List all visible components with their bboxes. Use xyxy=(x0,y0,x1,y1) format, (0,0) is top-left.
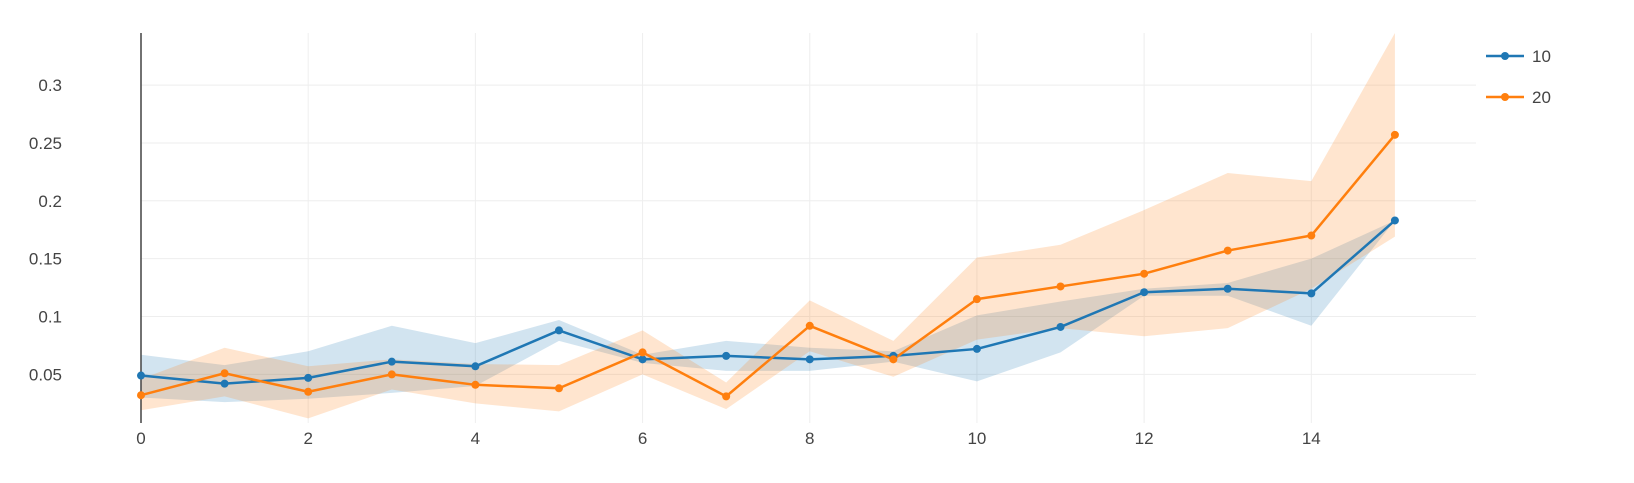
confidence-bands xyxy=(141,33,1395,419)
x-tick-label: 8 xyxy=(805,429,814,448)
x-tick-label: 10 xyxy=(967,429,986,448)
legend-swatch-marker xyxy=(1501,93,1509,101)
data-point-series-20 xyxy=(1140,269,1149,278)
data-point-series-20 xyxy=(1390,130,1399,139)
data-point-series-10 xyxy=(972,344,981,353)
data-point-series-10 xyxy=(638,355,647,364)
data-point-series-10 xyxy=(1056,322,1065,331)
confidence-band-series-10 xyxy=(141,220,1395,403)
data-point-series-10 xyxy=(137,371,145,380)
data-point-series-20 xyxy=(972,295,981,304)
legend-item-10[interactable]: 10 xyxy=(1486,47,1551,66)
tick-labels: 0.05 0.1 0.15 0.2 0.25 0.3 0 2 4 6 8 10 12 14 xyxy=(29,76,1321,448)
data-point-series-10 xyxy=(220,379,229,388)
data-point-series-20 xyxy=(137,391,145,400)
y-tick-label: 0.05 xyxy=(29,365,62,384)
y-tick-label: 0.25 xyxy=(29,134,62,153)
data-point-series-20 xyxy=(1307,231,1316,240)
data-point-series-10 xyxy=(387,357,396,366)
data-point-series-20 xyxy=(722,392,731,401)
legend-swatch-marker xyxy=(1501,52,1509,60)
data-point-series-20 xyxy=(387,370,396,379)
data-point-series-10 xyxy=(1307,289,1316,298)
confidence-band-series-20 xyxy=(141,33,1395,419)
legend-label: 20 xyxy=(1532,88,1551,107)
legend-item-20[interactable]: 20 xyxy=(1486,88,1551,107)
data-point-series-20 xyxy=(638,348,647,357)
legend[interactable]: 10 20 xyxy=(1486,47,1551,107)
y-tick-label: 0.3 xyxy=(38,76,62,95)
data-point-series-10 xyxy=(805,355,814,364)
x-tick-label: 6 xyxy=(638,429,647,448)
legend-label: 10 xyxy=(1532,47,1551,66)
data-point-series-20 xyxy=(1223,246,1232,255)
data-point-series-20 xyxy=(220,369,229,378)
y-tick-label: 0.15 xyxy=(29,250,62,269)
series-lines xyxy=(137,130,1399,401)
data-point-series-10 xyxy=(304,373,313,382)
data-point-series-10 xyxy=(554,326,563,335)
x-tick-label: 4 xyxy=(471,429,480,448)
data-point-series-10 xyxy=(1140,288,1149,297)
data-point-series-20 xyxy=(805,321,814,330)
data-point-series-20 xyxy=(304,387,313,396)
data-point-series-20 xyxy=(554,384,563,393)
data-point-series-20 xyxy=(471,380,480,389)
data-point-series-10 xyxy=(1223,284,1232,293)
grid-layer xyxy=(141,33,1476,423)
x-tick-label: 14 xyxy=(1302,429,1321,448)
series-line-10 xyxy=(140,219,1396,385)
y-tick-label: 0.2 xyxy=(38,192,62,211)
data-point-series-20 xyxy=(889,355,898,364)
x-tick-label: 2 xyxy=(303,429,312,448)
series-line-20 xyxy=(140,134,1396,398)
data-point-series-10 xyxy=(471,362,480,371)
x-tick-label: 12 xyxy=(1135,429,1154,448)
y-tick-label: 0.1 xyxy=(38,308,62,327)
x-tick-label: 0 xyxy=(136,429,145,448)
data-point-series-10 xyxy=(1390,216,1399,225)
data-point-series-20 xyxy=(1056,282,1065,291)
data-point-series-10 xyxy=(722,351,731,360)
